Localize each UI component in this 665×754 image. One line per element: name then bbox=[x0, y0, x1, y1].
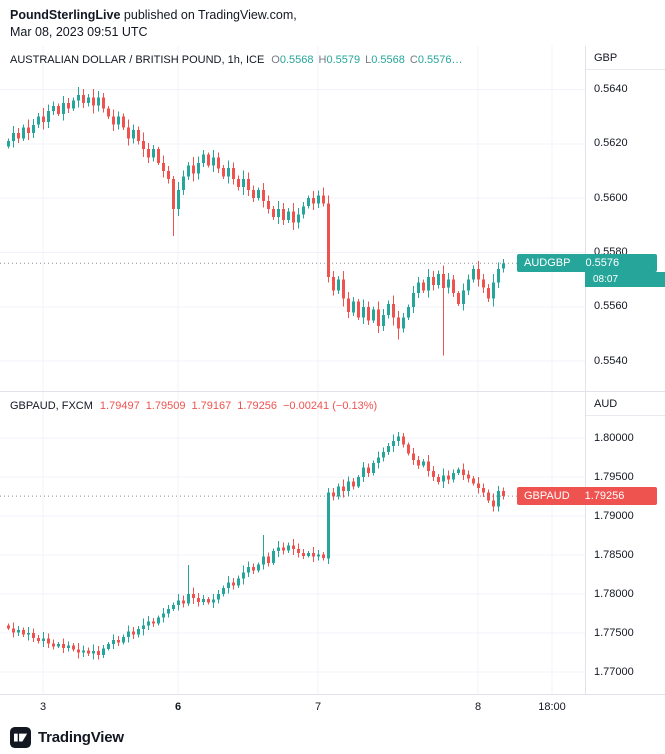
ohlc-label: C bbox=[409, 54, 418, 66]
gbpaud-legend-values: 1.79497 1.79509 1.79167 1.79256 −0.00241 (−0… bbox=[100, 400, 383, 412]
audgbp-axis-currency: GBP bbox=[594, 52, 618, 64]
legend-value: 1.79497 bbox=[99, 400, 140, 412]
grid-lines bbox=[0, 392, 585, 694]
publish-text: published on TradingView.com, bbox=[120, 8, 297, 22]
legend-value: 1.79167 bbox=[191, 400, 232, 412]
gbpaud-candles-plot[interactable] bbox=[0, 392, 585, 694]
ohlc-label: H bbox=[318, 54, 327, 66]
currency-cell bbox=[586, 392, 665, 416]
price-tick-label: 1.79500 bbox=[594, 471, 634, 483]
grid-lines bbox=[0, 46, 585, 391]
ohlc-label: L bbox=[365, 54, 372, 66]
price-tick-label: 0.5540 bbox=[594, 355, 628, 367]
gbpaud-price-axis[interactable]: AUD 1.80000 1.79500 1.79000 1.78500 1.78000 1… bbox=[585, 392, 665, 694]
ohlc-value: 0.5576… bbox=[417, 54, 463, 66]
badge-price: 0.5576 bbox=[585, 257, 620, 269]
time-axis-label: 8 bbox=[474, 701, 482, 713]
badge-symbol: GBPAUD bbox=[524, 490, 570, 502]
time-axis-label: 6 bbox=[174, 701, 182, 713]
price-tick-label: 0.5640 bbox=[594, 83, 628, 95]
price-tick-label: 1.79000 bbox=[594, 510, 634, 522]
audgbp-ohlc-values: O0.5568 H0.5579 L0.5568 C0.5576… bbox=[271, 54, 467, 66]
price-tick-label: 1.78500 bbox=[594, 549, 634, 561]
gbpaud-legend-title[interactable]: GBPAUD, FXCM bbox=[10, 400, 93, 412]
ohlc-value: 0.5579 bbox=[326, 54, 361, 66]
time-axis-label: 7 bbox=[314, 701, 322, 713]
ohlc-value: 0.5568 bbox=[371, 54, 405, 66]
gbpaud-legend[interactable]: GBPAUD, FXCM 1.79497 1.79509 1.79167 1.79256… bbox=[10, 400, 383, 412]
candlestick-series bbox=[7, 431, 505, 660]
legend-value: 1.79509 bbox=[145, 400, 186, 412]
audgbp-legend-title[interactable]: AUSTRALIAN DOLLAR / BRITISH POUND, 1h, I… bbox=[10, 54, 265, 66]
time-axis-label: 18:00 bbox=[538, 701, 566, 713]
gbpaud-price-badge: GBPAUD 1.79256 bbox=[517, 487, 657, 505]
audgbp-candles-plot[interactable] bbox=[0, 46, 585, 391]
gbpaud-panel[interactable]: GBPAUD, FXCM 1.79497 1.79509 1.79167 1.79256… bbox=[0, 392, 665, 694]
audgbp-price-badge: AUDGBP 0.5576 bbox=[517, 254, 658, 272]
price-tick-label: 1.77500 bbox=[594, 627, 634, 639]
chart-area: AUSTRALIAN DOLLAR / BRITISH POUND, 1h, I… bbox=[0, 46, 665, 720]
ohlc-label: O bbox=[271, 54, 280, 66]
ohlc-value: 0.5568 bbox=[279, 54, 314, 66]
audgbp-legend[interactable]: AUSTRALIAN DOLLAR / BRITISH POUND, 1h, I… bbox=[10, 54, 468, 66]
gbpaud-axis-currency: AUD bbox=[594, 398, 618, 410]
price-tick-label: 1.80000 bbox=[594, 432, 634, 444]
publish-date: Mar 08, 2023 09:51 UTC bbox=[10, 25, 148, 39]
legend-value: −0.00241 (−0.13%) bbox=[282, 400, 378, 412]
audgbp-price-axis[interactable]: GBP 0.5640 0.5620 0.5600 0.5580 0.5560 0.5540 bbox=[585, 46, 665, 391]
time-axis[interactable]: 3 6 7 8 18:00 bbox=[0, 694, 665, 720]
price-tick-label: 0.5560 bbox=[594, 300, 628, 312]
time-axis-label: 3 bbox=[39, 701, 47, 713]
audgbp-panel[interactable]: AUSTRALIAN DOLLAR / BRITISH POUND, 1h, I… bbox=[0, 46, 665, 392]
badge-symbol: AUDGBP bbox=[524, 257, 571, 269]
publish-line: PoundSterlingLive published on TradingVi… bbox=[10, 7, 665, 24]
price-tick-label: 0.5600 bbox=[594, 192, 628, 204]
price-tick-label: 0.5620 bbox=[594, 137, 628, 149]
bar-countdown-badge: 08:07 bbox=[585, 272, 665, 287]
tradingview-wordmark[interactable]: TradingView bbox=[38, 728, 124, 746]
publisher-name: PoundSterlingLive bbox=[10, 8, 121, 22]
currency-cell bbox=[586, 46, 665, 70]
legend-value: 1.79256 bbox=[237, 400, 277, 412]
candlestick-series bbox=[7, 87, 505, 356]
badge-price: 1.79256 bbox=[584, 490, 625, 502]
price-tick-label: 1.78000 bbox=[594, 588, 634, 600]
price-tick-label: 1.77000 bbox=[594, 666, 634, 678]
tradingview-logo-icon[interactable] bbox=[10, 726, 31, 748]
snapshot-header: PoundSterlingLive published on TradingVi… bbox=[0, 0, 665, 46]
snapshot-footer: TradingView bbox=[0, 720, 665, 754]
